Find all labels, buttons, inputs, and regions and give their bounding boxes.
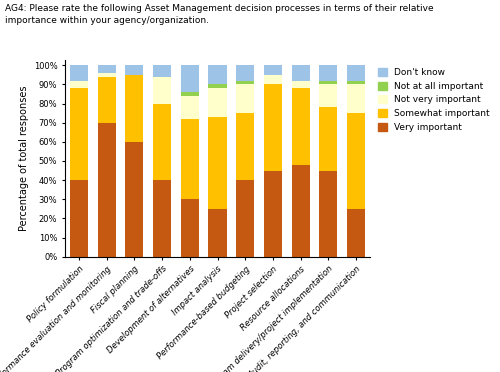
Bar [292, 65, 310, 81]
Text: AG4: Please rate the following Asset Management decision processes in terms of t: AG4: Please rate the following Asset Man… [5, 4, 434, 25]
Bar [98, 123, 116, 257]
Bar [181, 92, 199, 96]
Bar [347, 65, 365, 81]
Bar [181, 199, 199, 257]
Bar [347, 84, 365, 113]
Bar [347, 81, 365, 84]
Bar [181, 96, 199, 119]
Bar [292, 81, 310, 88]
Bar [264, 75, 282, 84]
Bar [70, 88, 88, 180]
Bar [126, 65, 144, 75]
Bar [236, 81, 254, 84]
Bar [208, 84, 226, 88]
Bar [126, 75, 144, 142]
Bar [236, 180, 254, 257]
Bar [320, 81, 338, 84]
Bar [98, 77, 116, 123]
Y-axis label: Percentage of total responses: Percentage of total responses [20, 85, 30, 231]
Bar [292, 165, 310, 257]
Bar [236, 65, 254, 81]
Bar [98, 65, 116, 73]
Bar [347, 113, 365, 209]
Bar [320, 84, 338, 108]
Bar [153, 180, 171, 257]
Legend: Don't know, Not at all important, Not very important, Somewhat important, Very i: Don't know, Not at all important, Not ve… [378, 68, 490, 132]
Bar [320, 65, 338, 81]
Bar [98, 73, 116, 77]
Bar [236, 84, 254, 113]
Bar [208, 209, 226, 257]
Bar [153, 65, 171, 77]
Bar [236, 113, 254, 180]
Bar [208, 117, 226, 209]
Bar [153, 103, 171, 180]
Bar [264, 84, 282, 170]
Bar [70, 65, 88, 81]
Bar [70, 81, 88, 88]
Bar [292, 88, 310, 165]
Bar [181, 65, 199, 92]
Bar [153, 77, 171, 103]
Bar [264, 65, 282, 75]
Bar [208, 65, 226, 84]
Bar [126, 142, 144, 257]
Bar [264, 170, 282, 257]
Bar [320, 170, 338, 257]
Bar [70, 180, 88, 257]
Bar [208, 88, 226, 117]
Bar [347, 209, 365, 257]
Bar [181, 119, 199, 199]
Bar [320, 108, 338, 170]
